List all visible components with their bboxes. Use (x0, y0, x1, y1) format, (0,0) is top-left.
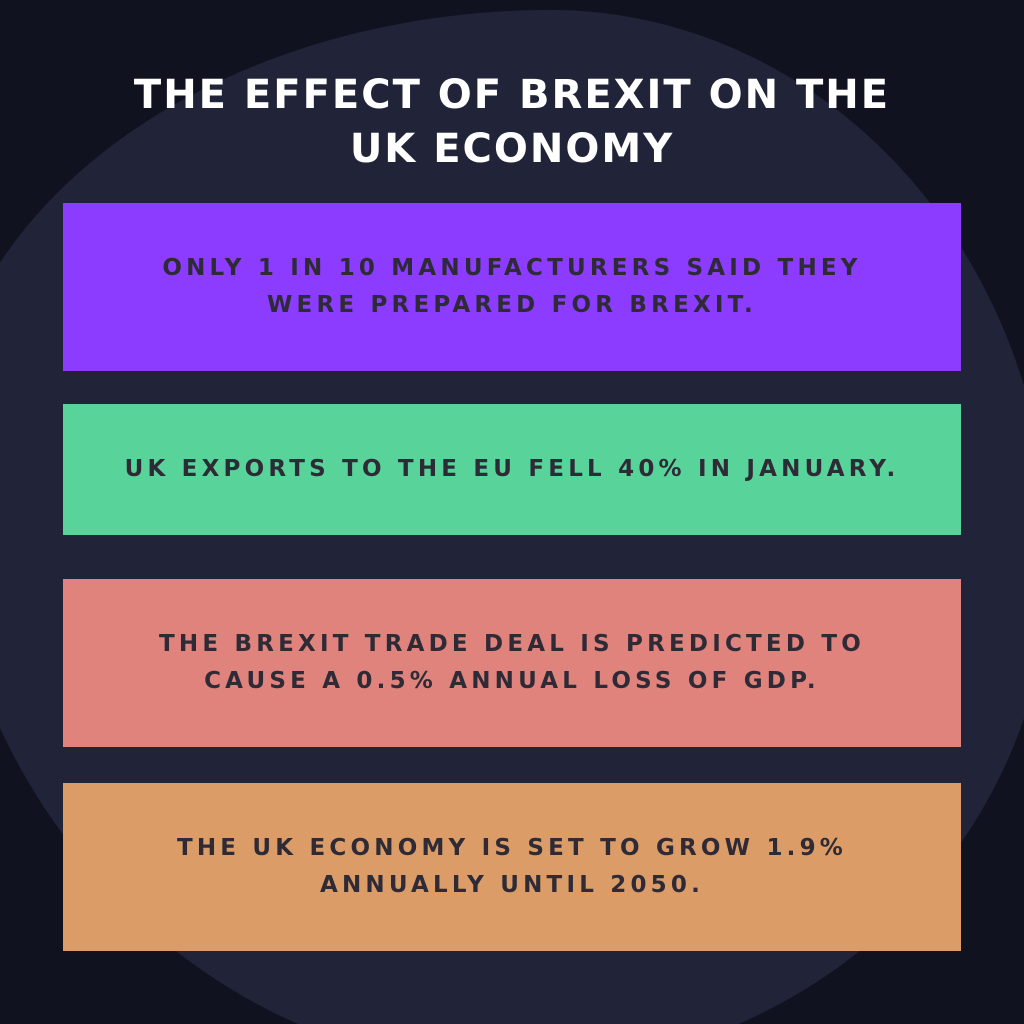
fact-card-growth: THE UK ECONOMY IS SET TO GROW 1.9% ANNUA… (63, 783, 961, 951)
fact-line-1: ONLY 1 IN 10 MANUFACTURERS SAID THEY (162, 255, 862, 281)
fact-text: THE BREXIT TRADE DEAL IS PREDICTED TO CA… (159, 626, 865, 700)
title-line-2: UK ECONOMY (349, 126, 675, 172)
fact-line-2: WERE PREPARED FOR BREXIT. (266, 292, 757, 318)
fact-card-manufacturers: ONLY 1 IN 10 MANUFACTURERS SAID THEY WER… (63, 203, 961, 371)
fact-line-2: ANNUALLY UNTIL 2050. (319, 872, 705, 898)
fact-line-1: THE BREXIT TRADE DEAL IS PREDICTED TO (159, 631, 865, 657)
fact-card-exports: UK EXPORTS TO THE EU FELL 40% IN JANUARY… (63, 404, 961, 535)
fact-text: THE UK ECONOMY IS SET TO GROW 1.9% ANNUA… (177, 830, 847, 904)
fact-line-1: THE UK ECONOMY IS SET TO GROW 1.9% (176, 835, 848, 861)
fact-card-trade-deal: THE BREXIT TRADE DEAL IS PREDICTED TO CA… (63, 579, 961, 747)
fact-text: ONLY 1 IN 10 MANUFACTURERS SAID THEY WER… (162, 250, 861, 324)
fact-line-1: UK EXPORTS TO THE EU FELL 40% IN JANUARY… (124, 456, 900, 482)
page-title: THE EFFECT OF BREXIT ON THE UK ECONOMY (0, 68, 1024, 176)
title-line-1: THE EFFECT OF BREXIT ON THE (133, 72, 891, 118)
fact-line-2: CAUSE A 0.5% ANNUAL LOSS OF GDP. (204, 668, 820, 694)
fact-text: UK EXPORTS TO THE EU FELL 40% IN JANUARY… (125, 451, 900, 488)
